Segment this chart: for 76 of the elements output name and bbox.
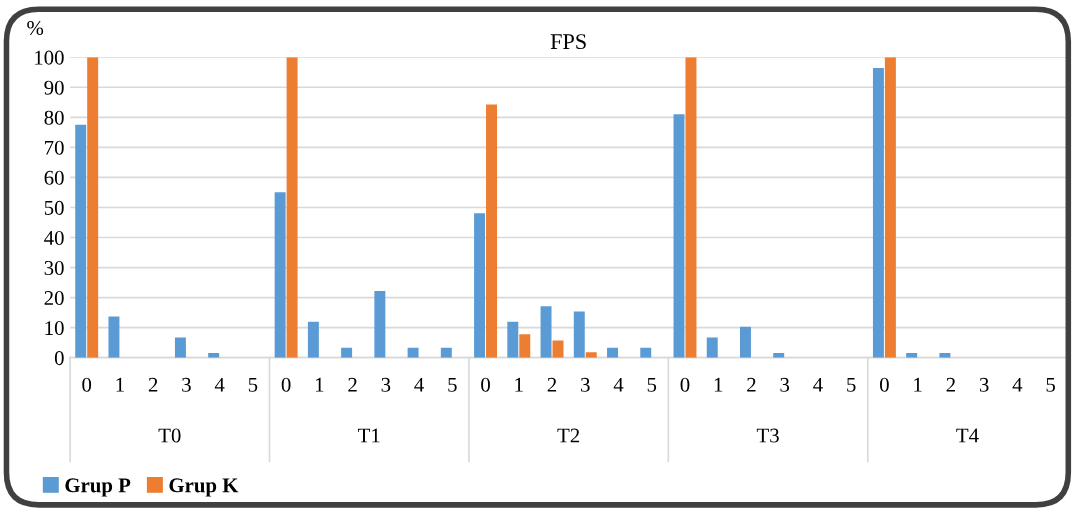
x-tick-label: 0 — [281, 377, 291, 392]
x-tick-label: 0 — [481, 377, 490, 392]
bar — [486, 104, 498, 358]
x-tick-label: 0 — [680, 377, 690, 392]
x-tick-label: 4 — [414, 377, 424, 392]
bar — [607, 347, 618, 358]
bar — [519, 334, 531, 358]
y-axis-title: % — [27, 20, 44, 36]
x-tick-label: 1 — [914, 377, 922, 392]
x-tick-label: 3 — [182, 377, 191, 392]
x-tick-label: 3 — [979, 377, 989, 392]
y-tick-label: 70 — [45, 140, 64, 155]
bar — [87, 57, 99, 358]
x-tick-label: 5 — [647, 377, 657, 392]
x-tick-label: 5 — [1046, 377, 1055, 392]
x-tick-label: 3 — [780, 377, 790, 392]
bar — [307, 321, 319, 358]
x-tick-label: 4 — [214, 377, 225, 392]
x-tick-label: 0 — [880, 377, 889, 392]
bar — [685, 57, 697, 358]
y-tick-label: 40 — [44, 230, 64, 245]
y-tick-label: 20 — [44, 290, 64, 306]
x-tick-label: 2 — [946, 377, 955, 392]
bar — [540, 306, 552, 358]
chart-title: FPS — [550, 34, 586, 50]
bar — [585, 352, 597, 358]
bar — [341, 347, 353, 358]
y-tick-label: 0 — [54, 351, 64, 366]
bar — [374, 291, 386, 358]
x-tick-label: 0 — [82, 377, 92, 392]
y-tick-label: 100 — [35, 50, 64, 65]
x-tick-label: 2 — [348, 377, 357, 392]
y-tick-label: 10 — [45, 321, 64, 336]
bar — [274, 192, 286, 358]
bar — [573, 311, 585, 358]
legend-label: Grup P — [65, 478, 131, 497]
bar — [673, 114, 685, 358]
bar — [739, 326, 751, 358]
bar — [108, 316, 120, 358]
x-tick-label: 2 — [148, 377, 158, 392]
bar — [174, 337, 186, 358]
bar — [440, 347, 452, 358]
bar — [706, 337, 718, 358]
x-tick-label: 3 — [581, 377, 590, 392]
x-tick-label: 1 — [116, 377, 124, 392]
bar — [884, 57, 896, 358]
text: T3 — [756, 428, 779, 443]
bar — [640, 347, 652, 358]
x-tick-label: 1 — [714, 377, 723, 392]
x-tick-label: 3 — [381, 377, 391, 392]
x-tick-label: 2 — [747, 377, 756, 392]
x-tick-label: 1 — [315, 377, 324, 392]
text: T0 — [158, 428, 181, 443]
bar — [474, 213, 486, 358]
x-tick-label: 4 — [613, 377, 624, 392]
y-tick-label: 50 — [44, 200, 64, 215]
bar — [286, 57, 298, 358]
bar — [407, 347, 419, 358]
legend-label: Grup K — [169, 478, 239, 497]
x-tick-label: 4 — [813, 377, 823, 392]
bar — [75, 124, 87, 358]
y-tick-label: 60 — [44, 170, 64, 185]
x-tick-label: 1 — [515, 377, 523, 392]
x-tick-label: 5 — [448, 377, 457, 392]
y-tick-label: 90 — [44, 80, 64, 95]
bar — [507, 321, 519, 358]
text: T4 — [956, 428, 979, 443]
x-tick-label: 5 — [847, 377, 856, 392]
y-tick-label: 30 — [44, 260, 64, 275]
bar — [872, 68, 884, 358]
x-tick-label: 4 — [1012, 377, 1023, 392]
y-tick-label: 80 — [44, 110, 64, 125]
text: T2 — [557, 428, 580, 443]
x-tick-label: 2 — [547, 377, 557, 392]
x-tick-label: 5 — [248, 377, 258, 392]
text: T1 — [358, 428, 380, 443]
